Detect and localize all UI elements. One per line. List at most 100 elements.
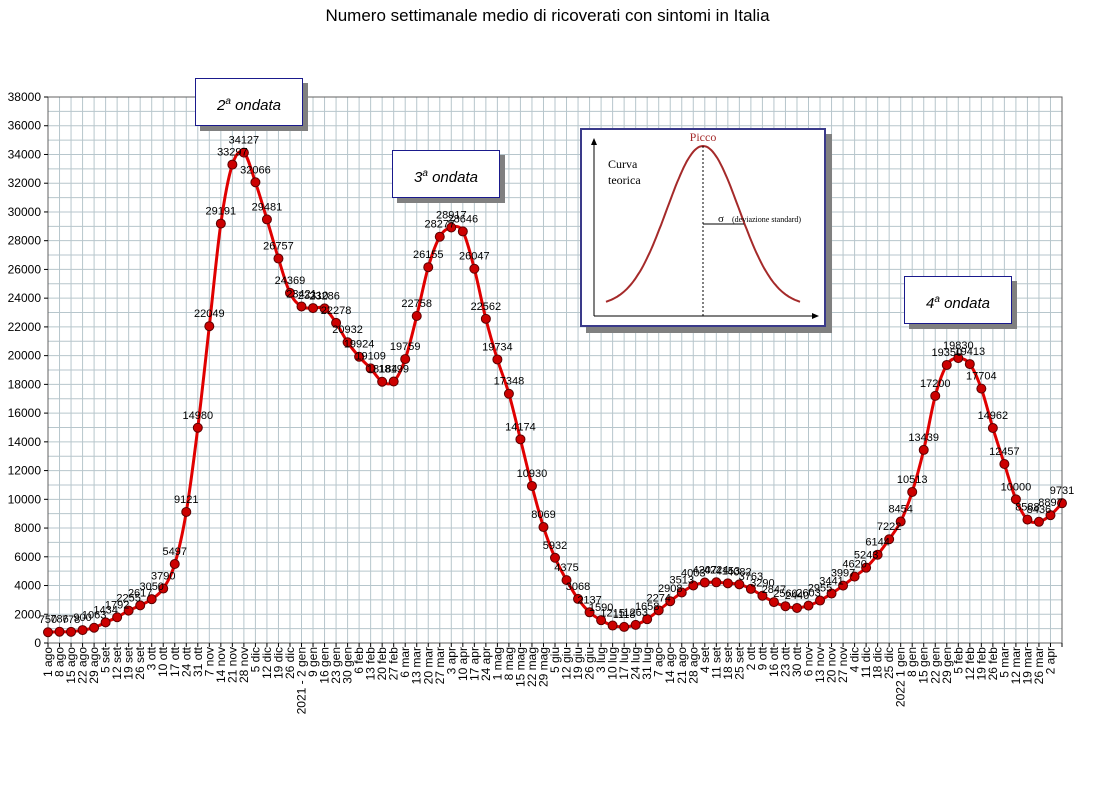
data-label: 28646 [448, 213, 479, 225]
data-label: 1590 [589, 602, 613, 614]
wave-2-ordinal: 2 [217, 97, 226, 114]
x-tick-label: 8 gen [905, 647, 919, 677]
data-label: 4082 [727, 566, 751, 578]
y-tick-label: 12000 [8, 464, 42, 478]
data-point [895, 516, 906, 527]
data-label: 18184 [367, 364, 398, 376]
data-point [261, 214, 272, 225]
data-point [722, 578, 733, 589]
data-label: 22049 [194, 308, 225, 320]
x-tick-label: 14 ago [663, 647, 677, 684]
x-tick-label: 2 ott [744, 646, 758, 670]
data-label: 19350 [931, 347, 962, 359]
data-point [1057, 498, 1067, 509]
data-point [308, 303, 319, 314]
data-label: 2137 [577, 594, 601, 606]
x-tick-label: 5 feb [951, 647, 965, 674]
axes: 0 2000 4000 6000 8000 10000 12000 14000 16000 180… [8, 90, 1063, 714]
data-label: 1792 [105, 599, 129, 611]
data-point [284, 287, 295, 298]
data-point [757, 590, 768, 601]
y-tick-label: 18000 [8, 377, 42, 391]
data-point [930, 390, 941, 401]
x-tick-label: 4 dic [848, 647, 862, 672]
data-point [987, 423, 998, 434]
inset-x-arrow [812, 313, 819, 319]
data-label: 4207 [693, 565, 717, 577]
data-label: 3441 [819, 576, 843, 588]
data-label: 26757 [263, 241, 294, 253]
x-tick-label: 20 mar [421, 647, 435, 684]
chart-title: Numero settimanale medio di ricoverati c… [325, 6, 770, 25]
data-label: 2617 [128, 587, 152, 599]
x-tick-label: 12 dic [260, 647, 274, 679]
x-tick-label: 19 giu [571, 647, 585, 680]
x-tick-label: 14 nov [214, 647, 228, 683]
x-tick-label: 10 lug [606, 647, 620, 680]
data-label: 10513 [897, 474, 928, 486]
x-tick-label: 12 giu [560, 647, 574, 680]
data-point [815, 595, 826, 606]
data-label: 2560 [773, 588, 797, 600]
data-label: 34127 [229, 135, 260, 147]
data-point [331, 317, 342, 328]
x-tick-label: 15 gen [917, 647, 931, 684]
data-label: 10930 [517, 468, 548, 480]
data-point [66, 626, 77, 637]
data-point [849, 571, 860, 582]
x-tick-label: 4 set [698, 646, 712, 673]
y-tick-label: 20000 [8, 349, 42, 363]
x-tick-label: 19 feb [974, 647, 988, 681]
data-point [434, 231, 445, 242]
data-point [377, 376, 388, 387]
data-point [296, 301, 307, 312]
data-label: 8897 [1038, 497, 1062, 509]
data-point [538, 522, 549, 533]
data-label: 9731 [1050, 485, 1074, 497]
x-tick-label: 19 mar [1020, 647, 1034, 684]
data-point [676, 587, 687, 598]
data-point [884, 534, 895, 545]
data-label: 7222 [877, 521, 901, 533]
x-tick-label: 11 dic [859, 647, 873, 678]
data-label: 5932 [543, 540, 567, 552]
data-label: 4003 [681, 567, 705, 579]
data-point [1045, 510, 1056, 521]
data-label: 8069 [531, 509, 555, 521]
data-point [1033, 516, 1044, 527]
data-point [780, 601, 791, 612]
data-point [100, 617, 111, 628]
inset-y-arrow [591, 138, 597, 145]
data-label: 4153 [716, 565, 740, 577]
data-label: 22562 [471, 301, 502, 313]
data-label: 14174 [505, 421, 536, 433]
data-point [227, 159, 238, 170]
data-point [457, 226, 468, 237]
data-label: 33297 [217, 147, 248, 159]
wave-3-ordinal: 3 [414, 169, 423, 186]
data-point [112, 612, 123, 623]
data-point [918, 444, 929, 455]
x-tick-label: 22 gen [928, 647, 942, 684]
inset-theoretical-curve: Picco Curva teorica σ (deviazione standa… [580, 128, 826, 327]
data-point [596, 615, 607, 626]
data-label: 5497 [163, 546, 187, 558]
x-tick-label: 26 giu [583, 647, 597, 680]
x-tick-label: 3 lug [594, 647, 608, 673]
x-tick-label: 12 feb [963, 647, 977, 681]
data-point [77, 625, 88, 636]
data-label: 23286 [309, 290, 340, 302]
x-tick-label: 29 mag [536, 647, 550, 687]
data-label: 22278 [321, 305, 352, 317]
x-tick-label: 1 ago [41, 647, 55, 677]
annotation-wave-4: 4a ondata [904, 276, 1012, 324]
y-tick-label: 10000 [8, 492, 42, 506]
data-label: 13439 [908, 432, 939, 444]
data-label: 1063 [82, 610, 106, 622]
y-tick-label: 30000 [8, 205, 42, 219]
data-point [365, 363, 376, 374]
x-tick-label: 19 dic [271, 647, 285, 679]
data-label: 2908 [658, 583, 682, 595]
x-tick-label: 19 set [122, 646, 136, 679]
data-label: 22758 [401, 298, 432, 310]
